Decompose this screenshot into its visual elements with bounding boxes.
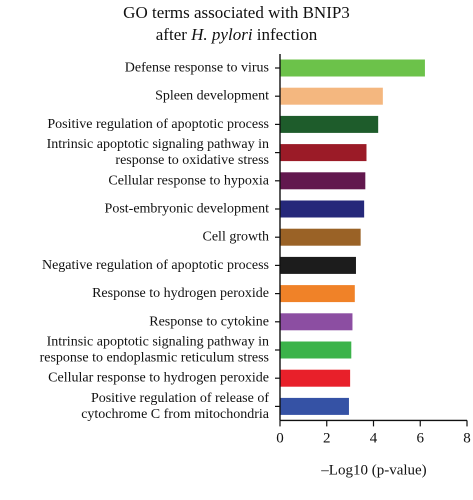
category-label-11-line2: response to endoplasmic reticulum stress bbox=[40, 351, 269, 366]
x-tick-label-2: 2 bbox=[323, 430, 331, 446]
category-label-12: Cellular response to hydrogen peroxide bbox=[48, 371, 269, 386]
chart-title-line2: after H. pylori infection bbox=[0, 24, 473, 46]
bar-8 bbox=[280, 256, 356, 274]
bar-2 bbox=[280, 87, 383, 105]
chart-title-line1: GO terms associated with BNIP3 bbox=[123, 3, 350, 22]
x-tick-label-0: 0 bbox=[276, 430, 284, 446]
bar-6 bbox=[280, 200, 365, 218]
category-label-5: Cellular response to hypoxia bbox=[108, 173, 269, 188]
category-label-2: Spleen development bbox=[155, 89, 269, 104]
category-label-11-line1: Intrinsic apoptotic signaling pathway in bbox=[47, 335, 269, 350]
x-tick-label-6: 6 bbox=[417, 430, 425, 446]
category-label-6: Post-embryonic development bbox=[105, 202, 270, 217]
chart-title-line2-italic: H. pylori bbox=[191, 25, 253, 44]
category-label-13-line1: Positive regulation of release of bbox=[91, 391, 269, 406]
category-label-8: Negative regulation of apoptotic process bbox=[42, 258, 269, 273]
category-label-4-line1: Intrinsic apoptotic signaling pathway in bbox=[47, 137, 269, 152]
category-label-9: Response to hydrogen peroxide bbox=[92, 286, 269, 301]
chart-title-line2-prefix: after bbox=[155, 25, 192, 44]
x-tick-label-8: 8 bbox=[463, 430, 471, 446]
bar-13 bbox=[280, 397, 349, 415]
bar-12 bbox=[280, 369, 351, 387]
bar-7 bbox=[280, 228, 361, 246]
x-axis-title: –Log10 (p-value) bbox=[320, 462, 426, 478]
bar-3 bbox=[280, 115, 379, 133]
category-label-4-line2: response to oxidative stress bbox=[115, 153, 269, 168]
category-label-7: Cell growth bbox=[203, 230, 270, 245]
bar-11 bbox=[280, 341, 352, 359]
x-tick-label-4: 4 bbox=[370, 430, 378, 446]
bar-5 bbox=[280, 172, 366, 190]
category-label-1: Defense response to virus bbox=[125, 61, 269, 76]
bar-9 bbox=[280, 285, 355, 303]
chart-title-line2-suffix: infection bbox=[252, 25, 318, 44]
bar-1 bbox=[280, 59, 425, 77]
bar-10 bbox=[280, 313, 353, 331]
category-label-3: Positive regulation of apoptotic process bbox=[47, 117, 269, 132]
category-label-10: Response to cytokine bbox=[149, 314, 269, 329]
bar-4 bbox=[280, 144, 367, 162]
category-label-13-line2: cytochrome C from mitochondria bbox=[81, 407, 270, 422]
